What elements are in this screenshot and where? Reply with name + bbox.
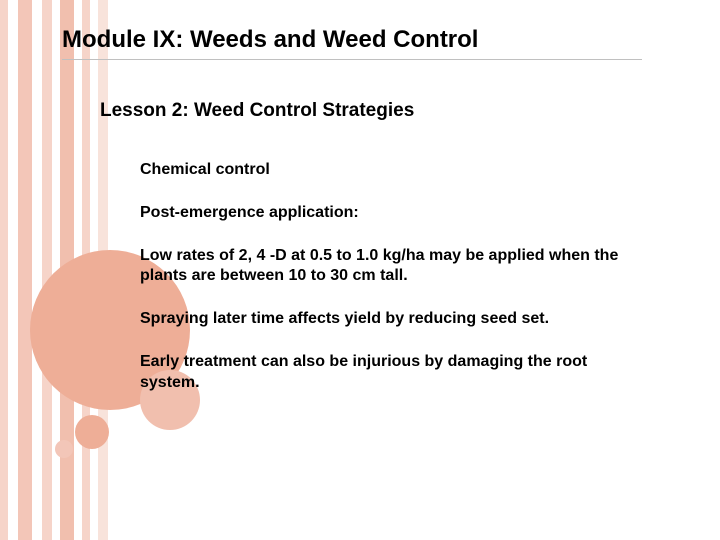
stripe xyxy=(42,0,52,540)
lesson-subtitle: Lesson 2: Weed Control Strategies xyxy=(100,100,414,122)
decorative-circle xyxy=(75,415,109,449)
body-content: Chemical control Post-emergence applicat… xyxy=(140,160,650,416)
stripe xyxy=(0,0,8,540)
stripe xyxy=(32,0,42,540)
decorative-circle xyxy=(55,440,73,458)
title-underline xyxy=(62,59,642,60)
stripe xyxy=(18,0,32,540)
stripe xyxy=(8,0,18,540)
paragraph: Spraying later time affects yield by red… xyxy=(140,309,650,330)
paragraph: Post-emergence application: xyxy=(140,203,650,224)
module-title: Module IX: Weeds and Weed Control xyxy=(62,26,478,54)
paragraph: Early treatment can also be injurious by… xyxy=(140,352,650,394)
paragraph: Chemical control xyxy=(140,160,650,181)
paragraph: Low rates of 2, 4 -D at 0.5 to 1.0 kg/ha… xyxy=(140,246,650,288)
